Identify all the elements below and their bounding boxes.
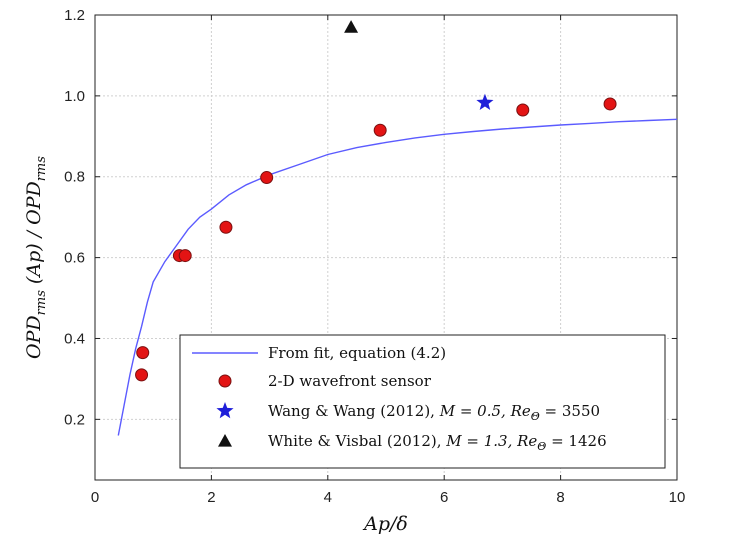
sensor-point <box>373 123 387 137</box>
legend-swatch-star <box>216 402 234 419</box>
legend-box <box>179 334 666 469</box>
x-axis-label: Ap/δ <box>362 513 408 535</box>
legend-entry-wang: Wang & Wang (2012), M = 0.5, ReΘ = 3550 <box>268 402 600 423</box>
x-tick-label: 0 <box>91 489 99 506</box>
legend-entry-white: White & Visbal (2012), M = 1.3, ReΘ = 14… <box>268 432 607 453</box>
legend-entry-fit: From fit, equation (4.2) <box>268 344 446 362</box>
y-label-sub1: rms <box>34 290 49 316</box>
sensor-point <box>178 249 192 263</box>
y-tick-label: 0.6 <box>64 250 85 267</box>
legend: From fit, equation (4.2) 2-D wavefront se… <box>179 334 666 469</box>
y-label-sub2: rms <box>34 156 49 182</box>
white-triangle-point <box>344 20 359 33</box>
x-tick-label: 6 <box>440 489 448 506</box>
sensor-point <box>516 103 530 117</box>
sensor-point <box>136 346 150 360</box>
y-tick-label: 1.2 <box>64 7 85 24</box>
axis-ticks: 0 2 4 6 8 10 0.2 0.4 0.6 0.8 1.0 1.2 <box>64 7 685 506</box>
plot-area <box>94 14 678 481</box>
y-label-mid: (Ap) / OPD <box>23 181 45 290</box>
legend-swatch-circle <box>218 374 232 388</box>
x-tick-label: 4 <box>324 489 332 506</box>
wang-star-point <box>476 93 494 111</box>
sensor-point <box>219 220 233 234</box>
y-tick-label: 0.2 <box>64 411 85 428</box>
x-tick-label: 8 <box>556 489 564 506</box>
x-tick-label: 10 <box>669 489 686 506</box>
y-tick-label: 1.0 <box>64 88 85 105</box>
sensor-point <box>135 368 149 382</box>
y-tick-label: 0.8 <box>64 169 85 186</box>
y-axis-label: OPDrms (Ap) / OPDrms <box>23 156 49 359</box>
legend-swatch-triangle <box>218 434 232 447</box>
data-marks <box>117 20 678 436</box>
x-tick-label: 2 <box>207 489 215 506</box>
y-tick-label: 0.4 <box>64 330 85 347</box>
legend-entry-sensor: 2-D wavefront sensor <box>268 372 432 390</box>
sensor-point <box>603 97 617 111</box>
sensor-point <box>260 171 274 185</box>
y-label-opd1: OPD <box>23 315 45 359</box>
